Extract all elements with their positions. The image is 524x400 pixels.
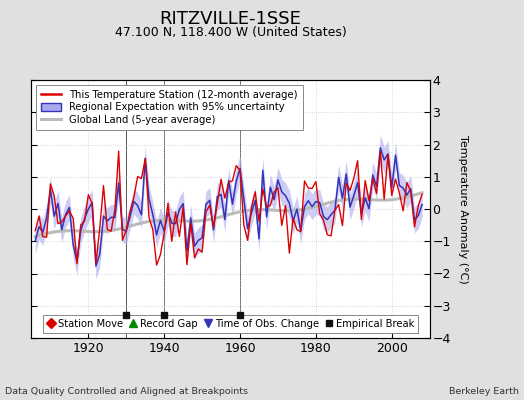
Text: 47.100 N, 118.400 W (United States): 47.100 N, 118.400 W (United States) [115, 26, 346, 39]
Y-axis label: Temperature Anomaly (°C): Temperature Anomaly (°C) [458, 135, 468, 283]
Text: RITZVILLE-1SSE: RITZVILLE-1SSE [160, 10, 301, 28]
Text: Berkeley Earth: Berkeley Earth [449, 387, 519, 396]
Legend: Station Move, Record Gap, Time of Obs. Change, Empirical Break: Station Move, Record Gap, Time of Obs. C… [43, 315, 418, 333]
Text: Data Quality Controlled and Aligned at Breakpoints: Data Quality Controlled and Aligned at B… [5, 387, 248, 396]
